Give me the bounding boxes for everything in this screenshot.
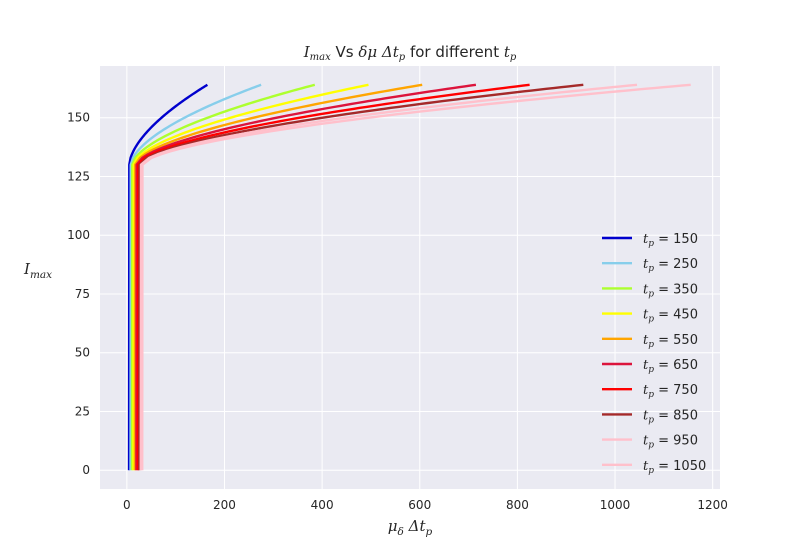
x-tick-label: 200	[213, 498, 236, 512]
x-tick-label: 1000	[600, 498, 631, 512]
series-line-tp-850	[138, 83, 584, 471]
series-line-tp-750	[136, 83, 530, 471]
series-line-tp-150	[127, 83, 209, 471]
x-tick-label: 800	[506, 498, 529, 512]
legend-entry: tp = 850	[643, 408, 698, 425]
y-axis-label: Imax	[23, 260, 52, 281]
grid-lines	[100, 66, 720, 489]
x-tick-labels: 0 200 400 600 800 1000 1200	[123, 498, 728, 512]
x-tick-label: 0	[123, 498, 131, 512]
y-tick-labels: 0 25 50 75 100 125 150	[67, 111, 90, 478]
y-tick-label: 25	[75, 404, 90, 418]
legend-entry: tp = 250	[643, 257, 698, 274]
legend: tp = 150 tp = 250 tp = 350 tp = 450 tp = 550…	[602, 232, 706, 476]
legend-entry: tp = 150	[643, 232, 698, 249]
series-line-tp-1050	[141, 83, 691, 471]
legend-entry: tp = 650	[643, 358, 698, 375]
x-tick-label: 600	[408, 498, 431, 512]
legend-entry: tp = 450	[643, 308, 698, 325]
legend-entry: tp = 750	[643, 383, 698, 400]
y-tick-label: 75	[75, 287, 90, 301]
series-line-tp-250	[129, 83, 262, 471]
x-tick-label: 1200	[697, 498, 728, 512]
legend-entry: tp = 950	[643, 434, 698, 451]
legend-entry: tp = 350	[643, 282, 698, 299]
chart-title: Imax Vs δμ Δtp for different tp	[303, 43, 517, 63]
series-lines	[127, 83, 691, 471]
y-tick-label: 150	[67, 111, 90, 125]
series-line-tp-350	[130, 83, 316, 471]
x-tick-label: 400	[311, 498, 334, 512]
series-line-tp-550	[133, 83, 423, 471]
series-line-tp-650	[135, 83, 477, 471]
y-tick-label: 50	[75, 346, 90, 360]
y-tick-label: 100	[67, 228, 90, 242]
series-line-tp-950	[139, 83, 638, 471]
x-axis-label: μδ Δtp	[388, 517, 433, 538]
y-tick-label: 125	[67, 169, 90, 183]
series-line-tp-450	[132, 83, 369, 471]
legend-entry: tp = 1050	[643, 459, 706, 476]
y-tick-label: 0	[82, 463, 90, 477]
legend-entry: tp = 550	[643, 333, 698, 350]
